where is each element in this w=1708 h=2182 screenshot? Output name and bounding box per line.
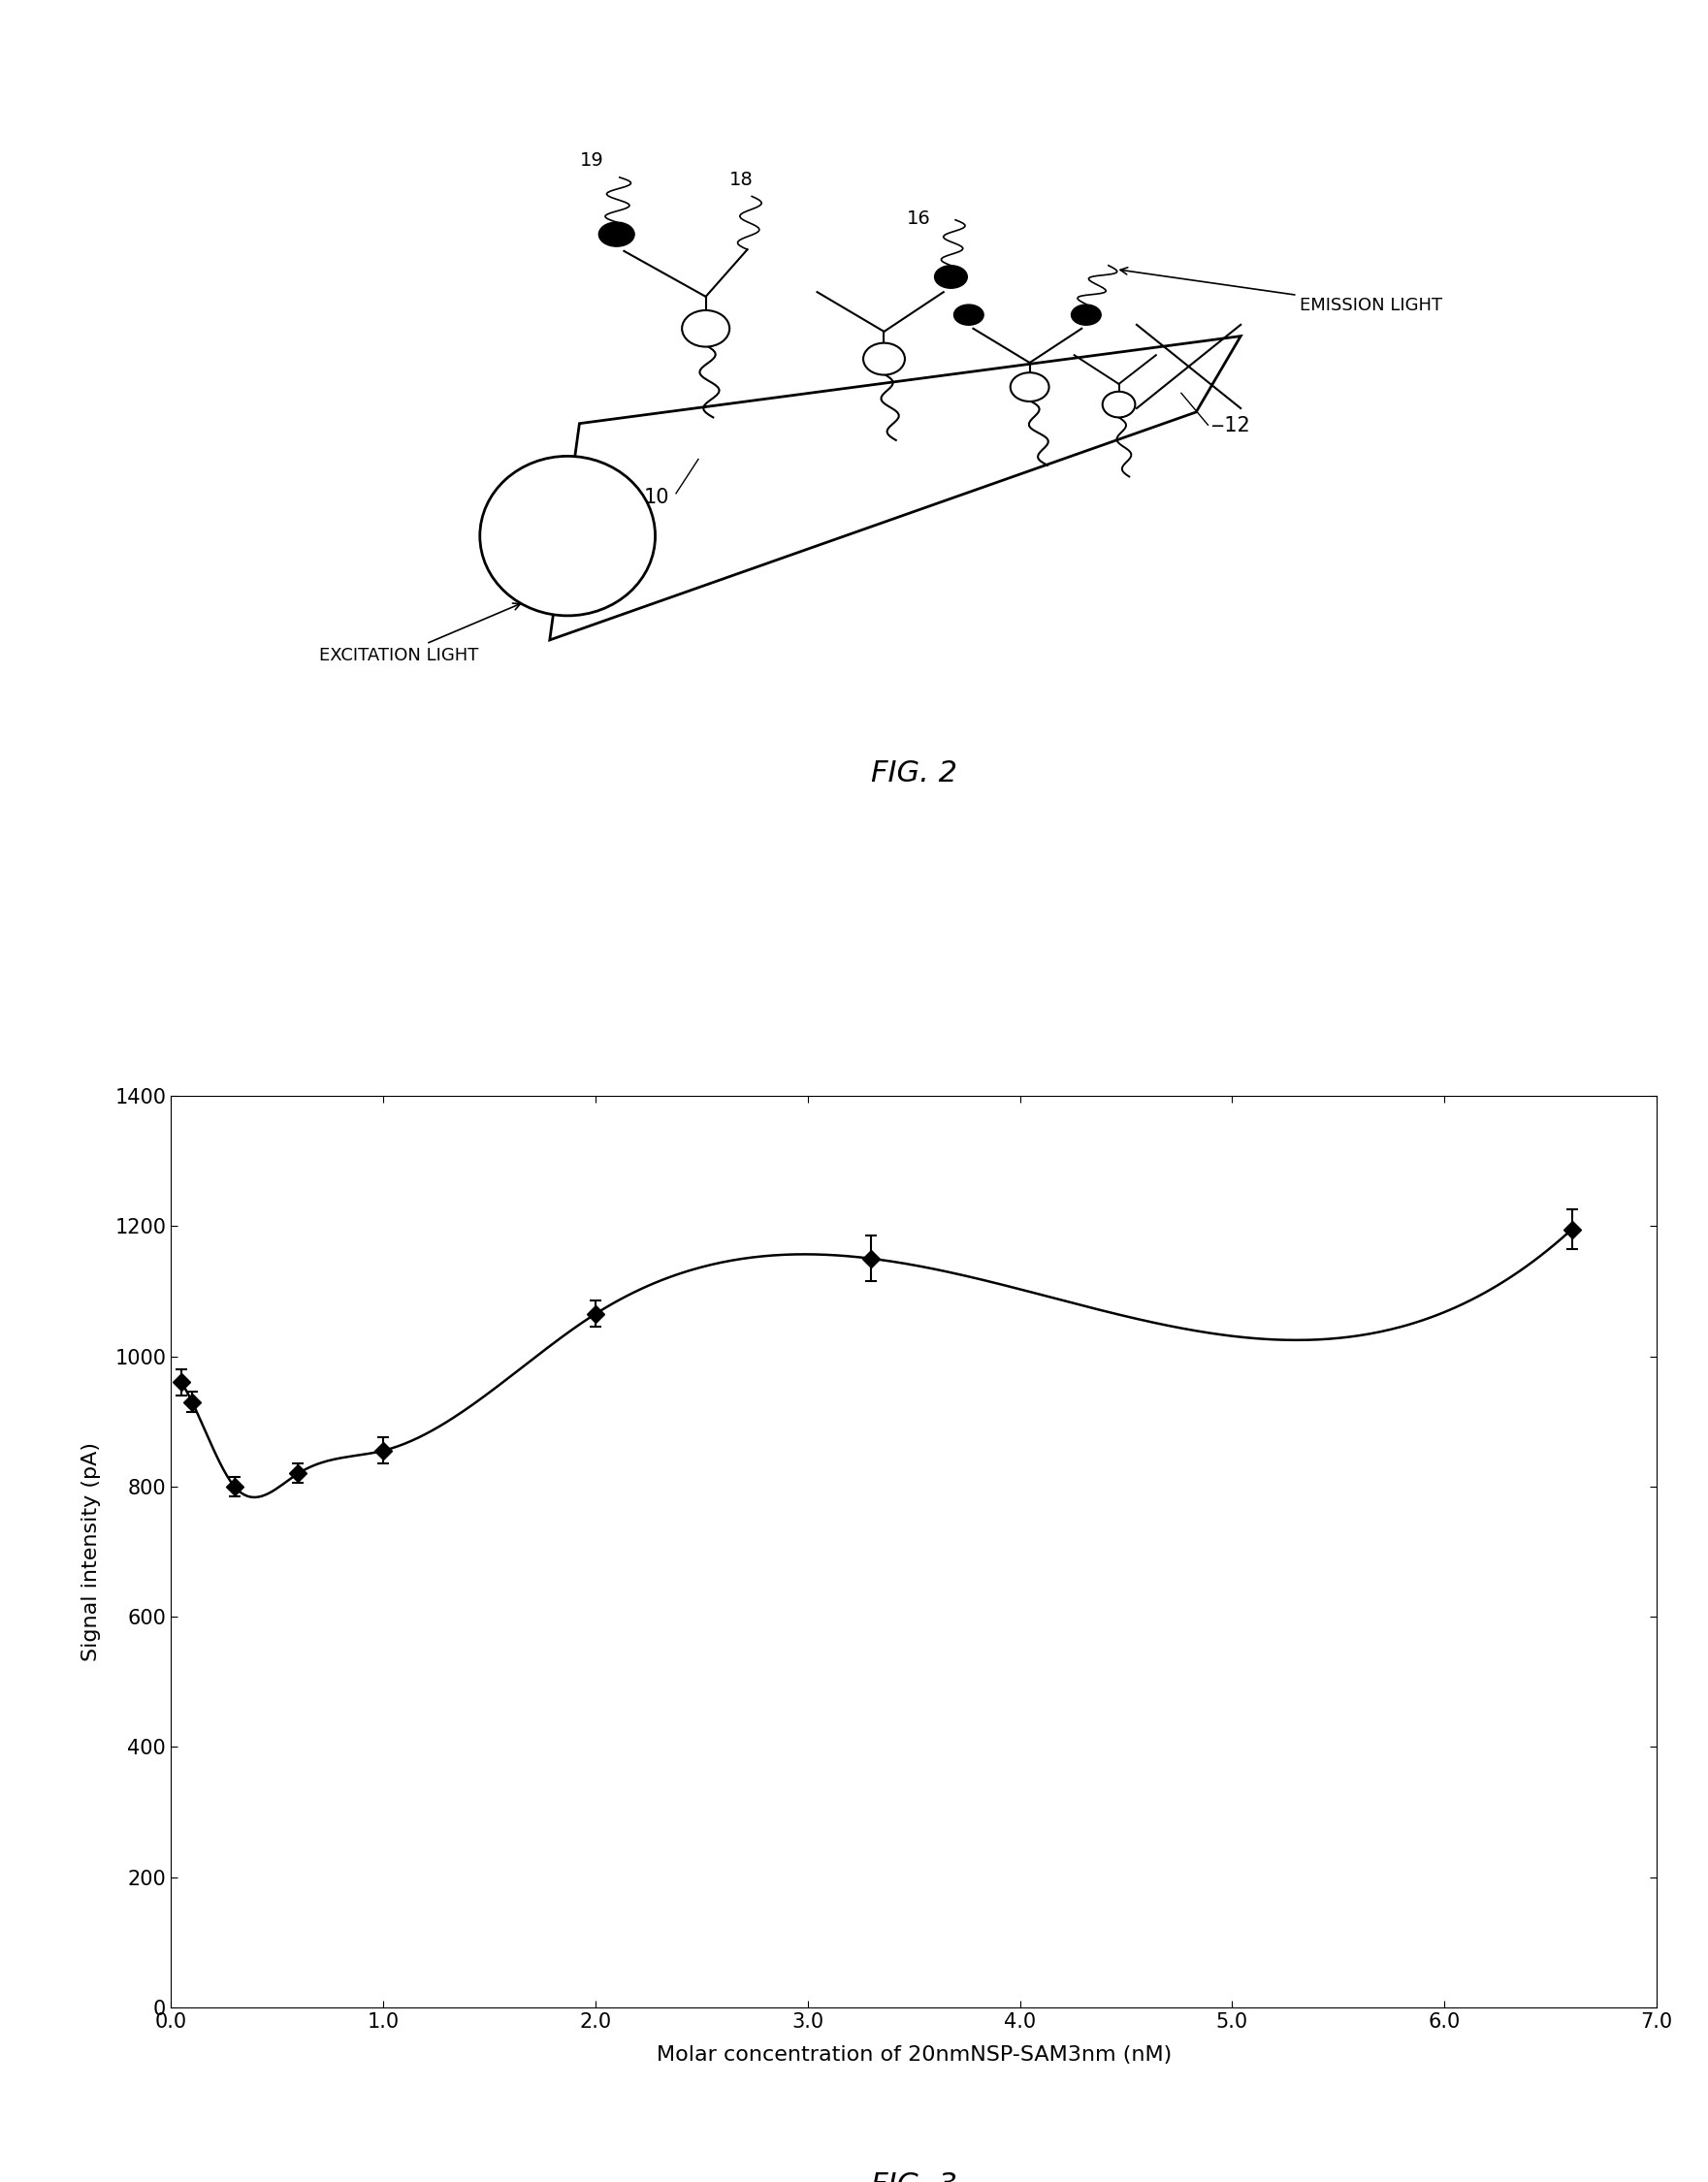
Ellipse shape [1102,391,1136,417]
Text: ‒12: ‒12 [1211,415,1250,434]
Ellipse shape [934,266,967,288]
Ellipse shape [600,223,634,247]
Ellipse shape [681,310,729,347]
Ellipse shape [480,456,656,615]
Y-axis label: Signal intensity (pA): Signal intensity (pA) [82,1442,101,1661]
Text: EMISSION LIGHT: EMISSION LIGHT [1120,268,1443,314]
Ellipse shape [1071,305,1102,325]
Text: FIG. 3: FIG. 3 [871,2171,956,2182]
Text: 16: 16 [907,209,931,227]
Text: 18: 18 [729,170,753,190]
Text: EXCITATION LIGHT: EXCITATION LIGHT [319,602,521,663]
Polygon shape [550,336,1240,639]
X-axis label: Molar concentration of 20nmNSP-SAM3nm (nM): Molar concentration of 20nmNSP-SAM3nm (n… [656,2045,1172,2064]
Ellipse shape [1011,373,1049,401]
Text: 19: 19 [579,151,603,170]
Ellipse shape [953,305,984,325]
Text: FIG. 2: FIG. 2 [871,759,956,788]
Text: 10: 10 [644,489,670,506]
Ellipse shape [863,343,905,375]
